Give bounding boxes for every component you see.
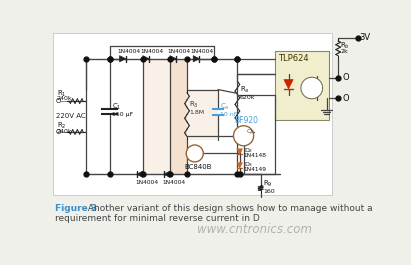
- Polygon shape: [170, 59, 187, 174]
- Bar: [275, 51, 329, 120]
- Circle shape: [186, 145, 203, 162]
- Polygon shape: [143, 59, 218, 174]
- Text: 1N4004: 1N4004: [191, 49, 214, 54]
- Bar: [53, 33, 332, 195]
- Text: 3V: 3V: [359, 33, 370, 42]
- Text: 1N4004: 1N4004: [135, 180, 158, 185]
- Text: 150 μF: 150 μF: [112, 112, 133, 117]
- Text: BC840B: BC840B: [184, 164, 211, 170]
- Text: O: O: [343, 73, 349, 82]
- Text: O—: O—: [56, 129, 68, 135]
- Text: C$_a$: C$_a$: [219, 101, 229, 112]
- Text: D$_3$: D$_3$: [244, 160, 253, 169]
- Text: C$_1$: C$_1$: [112, 102, 121, 112]
- Text: Q$_2$: Q$_2$: [246, 127, 255, 136]
- Text: R$_2$: R$_2$: [57, 121, 66, 131]
- Polygon shape: [237, 149, 242, 154]
- Polygon shape: [143, 56, 149, 62]
- Text: R$_3$: R$_3$: [189, 100, 199, 110]
- Text: BF920: BF920: [234, 116, 258, 125]
- Text: 240k: 240k: [57, 96, 72, 101]
- Text: 1N4004: 1N4004: [162, 180, 185, 185]
- Bar: [51, 196, 370, 236]
- Text: R$_a$: R$_a$: [240, 85, 249, 95]
- Polygon shape: [193, 56, 199, 62]
- Text: 10 nF: 10 nF: [219, 112, 237, 117]
- Circle shape: [301, 77, 323, 99]
- Text: 1N4004: 1N4004: [141, 49, 164, 54]
- Text: 620k: 620k: [240, 95, 255, 100]
- Text: requirement for minimal reverse current in D: requirement for minimal reverse current …: [55, 214, 260, 223]
- Text: R$_9$: R$_9$: [263, 179, 272, 189]
- Text: Figure 3: Figure 3: [55, 204, 97, 213]
- Text: 1.8M: 1.8M: [189, 110, 204, 115]
- Polygon shape: [136, 171, 143, 177]
- Text: 2k: 2k: [340, 49, 348, 54]
- Polygon shape: [120, 56, 126, 62]
- Text: 160: 160: [263, 189, 275, 194]
- Text: www.cntronics.com: www.cntronics.com: [197, 223, 312, 236]
- Circle shape: [233, 126, 254, 146]
- Text: TLP624: TLP624: [278, 54, 309, 63]
- Text: D$_2$: D$_2$: [244, 146, 253, 155]
- Text: 1N4149: 1N4149: [244, 167, 267, 172]
- Text: 1N4004: 1N4004: [168, 49, 191, 54]
- Text: 240k: 240k: [57, 129, 72, 134]
- Text: Another variant of this design shows how to manage without a: Another variant of this design shows how…: [85, 204, 373, 213]
- Text: 1N4148: 1N4148: [244, 153, 267, 158]
- Polygon shape: [284, 80, 293, 89]
- Text: 1N4004: 1N4004: [117, 49, 141, 54]
- Text: R$_1$: R$_1$: [57, 88, 66, 99]
- Text: O—: O—: [56, 98, 68, 104]
- Polygon shape: [170, 56, 176, 62]
- Text: O: O: [343, 94, 349, 103]
- Text: 220V AC: 220V AC: [56, 113, 85, 120]
- Polygon shape: [164, 171, 170, 177]
- Polygon shape: [237, 163, 242, 168]
- Text: R$_b$: R$_b$: [340, 41, 350, 51]
